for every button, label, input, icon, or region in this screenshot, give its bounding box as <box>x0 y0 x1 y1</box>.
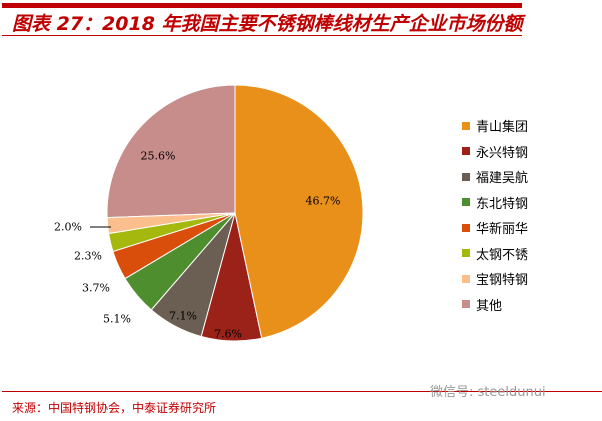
legend-label: 福建吴航 <box>476 171 529 187</box>
title-rule <box>2 35 522 36</box>
legend-swatch <box>462 223 470 232</box>
source-note: 来源：中国特钢协会，中泰证券研究所 <box>12 401 217 415</box>
legend-label: 太钢不锈 <box>476 247 529 263</box>
chart-title: 图表 27：2018 年我国主要不锈钢棒线材生产企业市场份额 <box>12 13 523 35</box>
watermark: 微信号: steeldunui <box>430 385 546 400</box>
legend: 青山集团 永兴特钢 福建吴航 东北特钢 华新丽华 太钢不锈 宝钢特钢 其他 <box>462 113 528 317</box>
pie-slice-7 <box>106 84 236 219</box>
legend-item: 华新丽华 <box>462 215 528 241</box>
data-label: 7.6% <box>214 327 242 341</box>
legend-swatch <box>462 274 470 283</box>
legend-item: 福建吴航 <box>462 164 528 190</box>
legend-swatch <box>462 147 470 156</box>
data-label: 5.1% <box>103 312 131 326</box>
legend-item: 永兴特钢 <box>462 139 528 165</box>
legend-item: 其他 <box>462 292 528 318</box>
legend-label: 永兴特钢 <box>476 145 529 161</box>
legend-swatch <box>462 249 470 258</box>
data-label: 25.6% <box>140 149 176 163</box>
data-label: 2.3% <box>74 249 102 263</box>
legend-label: 青山集团 <box>476 120 529 136</box>
legend-label: 华新丽华 <box>476 222 529 238</box>
legend-label: 其他 <box>476 298 503 314</box>
data-label: 2.0% <box>54 220 82 234</box>
legend-item: 太钢不锈 <box>462 241 528 267</box>
pie-slice-0 <box>234 84 364 339</box>
data-label: 7.1% <box>169 309 197 323</box>
data-label: 46.7% <box>305 194 341 208</box>
legend-swatch <box>462 198 470 207</box>
legend-label: 东北特钢 <box>476 196 529 212</box>
footer-rule <box>2 391 602 392</box>
legend-swatch <box>462 172 470 181</box>
legend-swatch <box>462 300 470 309</box>
data-label: 3.7% <box>82 281 110 295</box>
legend-item: 青山集团 <box>462 113 528 139</box>
legend-item: 东北特钢 <box>462 190 528 216</box>
legend-swatch <box>462 121 470 130</box>
legend-label: 宝钢特钢 <box>476 273 529 289</box>
top-rule <box>2 3 522 8</box>
legend-item: 宝钢特钢 <box>462 266 528 292</box>
